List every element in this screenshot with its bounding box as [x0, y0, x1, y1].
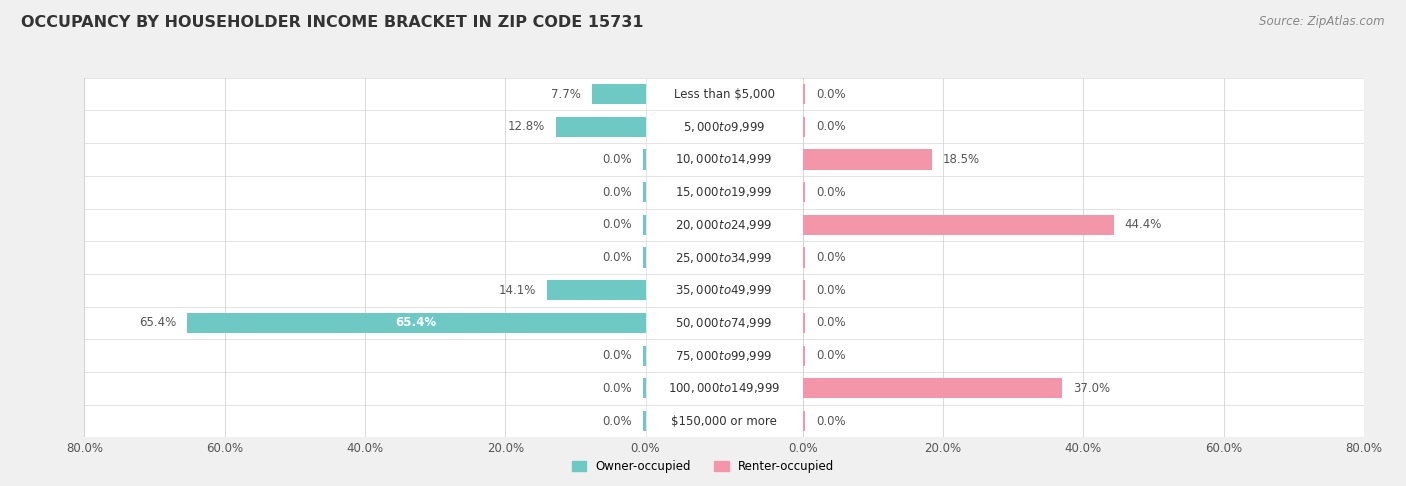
Bar [645, 78, 803, 110]
Bar [803, 78, 1364, 110]
Bar [84, 405, 645, 437]
Bar [84, 339, 645, 372]
Bar [84, 208, 645, 241]
Bar [555, 117, 645, 137]
Text: Source: ZipAtlas.com: Source: ZipAtlas.com [1260, 15, 1385, 28]
Bar [84, 78, 645, 110]
Text: 0.0%: 0.0% [603, 415, 633, 428]
Bar [187, 313, 645, 333]
Bar [803, 215, 1114, 235]
Text: $75,000 to $99,999: $75,000 to $99,999 [675, 348, 773, 363]
Text: $50,000 to $74,999: $50,000 to $74,999 [675, 316, 773, 330]
Bar [645, 339, 803, 372]
Text: 0.0%: 0.0% [603, 186, 633, 199]
Legend: Owner-occupied, Renter-occupied: Owner-occupied, Renter-occupied [567, 455, 839, 478]
Bar [803, 110, 1364, 143]
Text: Less than $5,000: Less than $5,000 [673, 87, 775, 101]
Bar [803, 149, 932, 170]
Bar [645, 176, 803, 208]
Text: 0.0%: 0.0% [815, 349, 845, 362]
Text: $15,000 to $19,999: $15,000 to $19,999 [675, 185, 773, 199]
Bar [803, 411, 806, 431]
Bar [803, 372, 1364, 405]
Bar [592, 84, 645, 104]
Bar [803, 143, 1364, 176]
Text: 0.0%: 0.0% [815, 186, 845, 199]
Bar [643, 182, 645, 202]
Text: 0.0%: 0.0% [603, 153, 633, 166]
Text: 0.0%: 0.0% [603, 382, 633, 395]
Bar [84, 241, 645, 274]
Text: 7.7%: 7.7% [551, 87, 581, 101]
Text: 65.4%: 65.4% [139, 316, 176, 330]
Bar [84, 372, 645, 405]
Bar [803, 339, 1364, 372]
Text: 0.0%: 0.0% [815, 251, 845, 264]
Text: 37.0%: 37.0% [1073, 382, 1109, 395]
Text: 0.0%: 0.0% [603, 349, 633, 362]
Bar [803, 241, 1364, 274]
Bar [803, 208, 1364, 241]
Bar [645, 307, 803, 339]
Bar [803, 405, 1364, 437]
Bar [84, 110, 645, 143]
Text: $150,000 or more: $150,000 or more [671, 415, 778, 428]
Text: $5,000 to $9,999: $5,000 to $9,999 [683, 120, 765, 134]
Bar [547, 280, 645, 300]
Bar [645, 405, 803, 437]
Bar [803, 182, 806, 202]
Bar [803, 280, 806, 300]
Bar [645, 208, 803, 241]
Text: 0.0%: 0.0% [603, 218, 633, 231]
Text: $25,000 to $34,999: $25,000 to $34,999 [675, 251, 773, 264]
Bar [803, 313, 806, 333]
Bar [84, 274, 645, 307]
Bar [84, 307, 645, 339]
Text: 18.5%: 18.5% [943, 153, 980, 166]
Bar [803, 84, 806, 104]
Text: 0.0%: 0.0% [603, 251, 633, 264]
Bar [643, 378, 645, 399]
Bar [803, 346, 806, 366]
Bar [645, 143, 803, 176]
Text: 0.0%: 0.0% [815, 415, 845, 428]
Bar [803, 247, 806, 268]
Bar [645, 274, 803, 307]
Text: $35,000 to $49,999: $35,000 to $49,999 [675, 283, 773, 297]
Bar [84, 176, 645, 208]
Text: OCCUPANCY BY HOUSEHOLDER INCOME BRACKET IN ZIP CODE 15731: OCCUPANCY BY HOUSEHOLDER INCOME BRACKET … [21, 15, 644, 30]
Text: 0.0%: 0.0% [815, 87, 845, 101]
Text: 12.8%: 12.8% [508, 121, 546, 133]
Bar [803, 274, 1364, 307]
Text: $20,000 to $24,999: $20,000 to $24,999 [675, 218, 773, 232]
Text: 65.4%: 65.4% [395, 316, 437, 330]
Bar [643, 247, 645, 268]
Bar [803, 117, 806, 137]
Bar [645, 241, 803, 274]
Text: $100,000 to $149,999: $100,000 to $149,999 [668, 382, 780, 395]
Bar [645, 110, 803, 143]
Text: 0.0%: 0.0% [815, 316, 845, 330]
Text: 0.0%: 0.0% [815, 121, 845, 133]
Bar [84, 143, 645, 176]
Text: 44.4%: 44.4% [1125, 218, 1161, 231]
Bar [643, 346, 645, 366]
Bar [803, 176, 1364, 208]
Bar [803, 307, 1364, 339]
Text: 0.0%: 0.0% [815, 284, 845, 297]
Bar [803, 378, 1062, 399]
Text: $10,000 to $14,999: $10,000 to $14,999 [675, 153, 773, 167]
Text: 14.1%: 14.1% [499, 284, 536, 297]
Bar [643, 149, 645, 170]
Bar [643, 411, 645, 431]
Bar [643, 215, 645, 235]
Bar [645, 372, 803, 405]
